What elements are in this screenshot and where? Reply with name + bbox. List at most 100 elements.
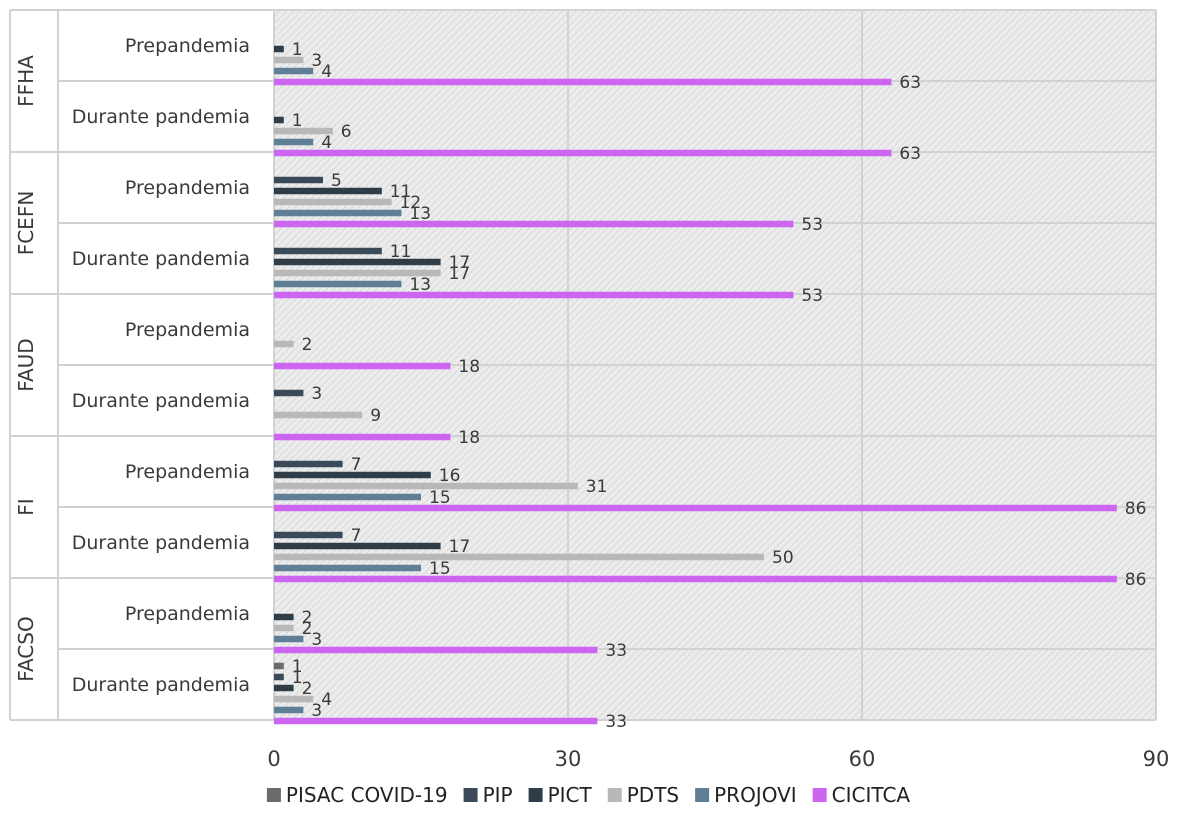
bar-pdts-ffha-prepandemia bbox=[274, 56, 304, 64]
category-label-durante-pandemia: Durante pandemia bbox=[72, 674, 250, 696]
bar-cicitca-fcefn-durante-pandemia bbox=[274, 291, 794, 299]
data-label-pict: 2 bbox=[302, 608, 313, 628]
data-label-pisac-covid-19: 1 bbox=[292, 657, 303, 677]
bar-projovi-facso-prepandemia bbox=[274, 635, 304, 643]
x-tick-label: 0 bbox=[267, 747, 280, 771]
data-label-projovi: 13 bbox=[409, 275, 431, 295]
bar-pip-fcefn-prepandemia bbox=[274, 176, 323, 184]
legend-swatch bbox=[812, 788, 827, 802]
data-label-pdts: 4 bbox=[321, 690, 332, 710]
category-label-prepandemia: Prepandemia bbox=[125, 461, 250, 483]
data-labels: 1346316463511121353111717135321839187163… bbox=[292, 40, 1147, 732]
legend-swatch bbox=[463, 788, 478, 802]
value-axis: 0 30 60 90 bbox=[267, 747, 1169, 771]
category-label-durante-pandemia: Durante pandemia bbox=[72, 390, 250, 412]
category-label-prepandemia: Prepandemia bbox=[125, 35, 250, 57]
bar-projovi-fi-prepandemia bbox=[274, 493, 421, 501]
legend-label: PISAC COVID-19 bbox=[286, 783, 448, 807]
group-label-facso: FACSO bbox=[14, 616, 38, 681]
data-label-pdts: 2 bbox=[302, 335, 313, 355]
data-label-pip: 11 bbox=[390, 242, 412, 262]
data-label-projovi: 4 bbox=[321, 133, 332, 153]
data-label-pict: 11 bbox=[390, 182, 412, 202]
category-label-prepandemia: Prepandemia bbox=[125, 603, 250, 625]
legend-label: PDTS bbox=[627, 783, 679, 807]
bar-pdts-ffha-durante-pandemia bbox=[274, 127, 333, 135]
data-label-cicitca: 18 bbox=[458, 357, 480, 377]
data-label-pdts: 2 bbox=[302, 619, 313, 639]
bar-cicitca-fi-prepandemia bbox=[274, 504, 1117, 512]
bar-projovi-fcefn-durante-pandemia bbox=[274, 280, 402, 288]
data-label-projovi: 15 bbox=[429, 559, 451, 579]
x-tick-label: 60 bbox=[849, 747, 876, 771]
bar-pict-facso-prepandemia bbox=[274, 613, 294, 621]
bar-pip-fi-durante-pandemia bbox=[274, 531, 343, 539]
data-label-pdts: 3 bbox=[311, 51, 322, 71]
bar-pdts-facso-prepandemia bbox=[274, 624, 294, 632]
legend-label: PROJOVI bbox=[714, 783, 797, 807]
bar-pict-fcefn-durante-pandemia bbox=[274, 258, 441, 266]
data-label-cicitca: 86 bbox=[1125, 570, 1147, 590]
x-tick-label: 30 bbox=[555, 747, 582, 771]
bar-pict-ffha-prepandemia bbox=[274, 45, 284, 53]
data-label-pict: 1 bbox=[292, 111, 303, 131]
group-label-fcefn: FCEFN bbox=[14, 191, 38, 256]
category-label-prepandemia: Prepandemia bbox=[125, 177, 250, 199]
bar-pip-faud-durante-pandemia bbox=[274, 389, 304, 397]
bar-cicitca-facso-durante-pandemia bbox=[274, 717, 598, 725]
bar-pict-facso-durante-pandemia bbox=[274, 684, 294, 692]
data-label-pdts: 31 bbox=[586, 477, 608, 497]
data-label-pict: 16 bbox=[439, 466, 461, 486]
data-label-cicitca: 53 bbox=[801, 215, 823, 235]
legend-label: CICITCA bbox=[832, 783, 911, 807]
category-axis: FFHA Prepandemia Durante pandemia FCEFN Prep… bbox=[14, 35, 250, 696]
bar-pip-fcefn-durante-pandemia bbox=[274, 247, 382, 255]
x-tick-label: 90 bbox=[1143, 747, 1170, 771]
bar-projovi-ffha-prepandemia bbox=[274, 67, 314, 75]
bar-projovi-facso-durante-pandemia bbox=[274, 706, 304, 714]
data-label-projovi: 3 bbox=[311, 701, 322, 721]
bar-pdts-fcefn-prepandemia bbox=[274, 198, 392, 206]
data-label-pip: 1 bbox=[292, 668, 303, 688]
bar-pdts-fi-prepandemia bbox=[274, 482, 578, 490]
data-label-projovi: 4 bbox=[321, 62, 332, 82]
category-label-durante-pandemia: Durante pandemia bbox=[72, 248, 250, 270]
data-label-pict: 2 bbox=[302, 679, 313, 699]
legend-item-pip: PIP bbox=[463, 783, 513, 807]
data-label-pict: 1 bbox=[292, 40, 303, 60]
bar-pip-fi-prepandemia bbox=[274, 460, 343, 468]
data-label-cicitca: 86 bbox=[1125, 499, 1147, 519]
bar-pict-ffha-durante-pandemia bbox=[274, 116, 284, 124]
legend-item-projovi: PROJOVI bbox=[695, 783, 797, 807]
bar-cicitca-faud-prepandemia bbox=[274, 362, 451, 370]
data-label-projovi: 3 bbox=[311, 630, 322, 650]
data-label-pict: 17 bbox=[449, 253, 471, 273]
bar-pict-fcefn-prepandemia bbox=[274, 187, 382, 195]
data-label-pip: 7 bbox=[351, 455, 362, 475]
bar-cicitca-facso-prepandemia bbox=[274, 646, 598, 654]
data-label-pdts: 6 bbox=[341, 122, 352, 142]
data-label-cicitca: 63 bbox=[899, 144, 921, 164]
group-label-faud: FAUD bbox=[14, 338, 38, 391]
data-label-cicitca: 63 bbox=[899, 73, 921, 93]
bar-cicitca-faud-durante-pandemia bbox=[274, 433, 451, 441]
bar-pisac-covid-19-facso-durante-pandemia bbox=[274, 662, 284, 670]
category-label-durante-pandemia: Durante pandemia bbox=[72, 106, 250, 128]
bar-pict-fi-prepandemia bbox=[274, 471, 431, 479]
legend-item-pisac-covid-19: PISAC COVID-19 bbox=[266, 783, 448, 807]
category-label-prepandemia: Prepandemia bbox=[125, 319, 250, 341]
bar-projovi-fi-durante-pandemia bbox=[274, 564, 421, 572]
group-label-fi: FI bbox=[14, 498, 38, 515]
data-label-cicitca: 33 bbox=[605, 712, 627, 732]
data-label-pict: 17 bbox=[449, 537, 471, 557]
data-label-projovi: 13 bbox=[409, 204, 431, 224]
data-label-pdts: 50 bbox=[772, 548, 794, 568]
bar-cicitca-ffha-prepandemia bbox=[274, 78, 892, 86]
legend-swatch bbox=[607, 788, 622, 802]
bar-projovi-fcefn-prepandemia bbox=[274, 209, 402, 217]
bar-pdts-fi-durante-pandemia bbox=[274, 553, 764, 561]
data-label-pdts: 12 bbox=[400, 193, 422, 213]
bar-pdts-faud-durante-pandemia bbox=[274, 411, 363, 419]
